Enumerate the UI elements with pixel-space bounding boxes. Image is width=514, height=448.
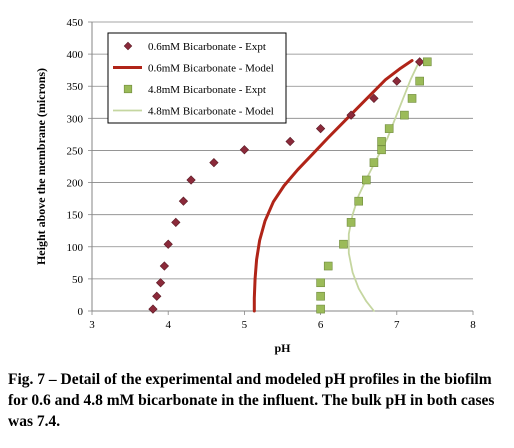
y-tick-label: 150: [67, 210, 84, 222]
data-point-square: [422, 57, 432, 67]
legend-key-square: [123, 84, 133, 94]
y-tick-label: 200: [67, 178, 84, 190]
data-point-square: [407, 94, 417, 103]
y-tick-label: 300: [67, 113, 84, 125]
data-point-diamond: [152, 291, 162, 301]
x-tick-label: 6: [318, 319, 324, 331]
series-line-2: [347, 59, 421, 312]
y-tick-label: 0: [78, 306, 84, 318]
data-point-diamond: [159, 261, 170, 271]
data-point-diamond: [285, 136, 295, 147]
x-tick-label: 5: [242, 319, 248, 331]
data-point-square: [384, 124, 394, 133]
y-tick-label: 350: [67, 81, 84, 93]
legend-label: 0.6mM Bicarbonate - Model: [148, 63, 274, 75]
data-point-square: [323, 261, 333, 271]
data-point-square: [339, 239, 348, 249]
legend-label: 4.8mM Bicarbonate - Model: [148, 106, 274, 118]
x-tick-label: 4: [165, 319, 171, 331]
data-point-square: [377, 137, 386, 146]
data-point-square: [362, 175, 371, 185]
y-axis-title: Height above the membrane (microns): [34, 68, 48, 265]
y-tick-label: 50: [72, 274, 84, 286]
data-point-square: [316, 291, 325, 301]
y-tick-label: 250: [67, 145, 84, 157]
data-point-square: [354, 196, 364, 206]
y-tick-label: 400: [67, 49, 84, 61]
data-point-square: [369, 158, 379, 167]
data-point-diamond: [415, 57, 425, 67]
x-axis-title: pH: [274, 341, 291, 355]
series-line-1: [252, 59, 414, 313]
data-point-square: [415, 76, 424, 86]
x-tick-label: 3: [89, 319, 95, 331]
data-point-diamond: [346, 110, 356, 120]
figure-caption: Fig. 7 – Detail of the experimental and …: [8, 371, 495, 430]
legend-box: [107, 32, 287, 124]
y-tick-label: 100: [67, 242, 84, 254]
legend-label: 4.8mM Bicarbonate - Expt: [148, 84, 266, 96]
y-tick-label: 450: [67, 17, 84, 29]
data-point-diamond: [239, 145, 250, 155]
axes: 0 50 100 150 200 250 300 350 400 450 3 4 5 6 7 8: [67, 17, 477, 331]
data-point-diamond: [163, 239, 173, 249]
data-series: [148, 57, 432, 314]
x-tick-label: 7: [394, 319, 400, 331]
data-point-square: [316, 278, 325, 288]
data-point-diamond: [369, 93, 379, 104]
legend-label: 0.6mM Bicarbonate - Expt: [148, 41, 266, 53]
data-point-square: [377, 145, 386, 155]
ph-profile-chart: 0 50 100 150 200 250 300 350 400 450 3 4 5 6 7 8 0.6mM …: [34, 17, 477, 355]
data-point-diamond: [392, 76, 402, 86]
data-point-diamond: [315, 123, 326, 134]
x-tick-label: 8: [470, 319, 476, 331]
data-point-square: [316, 304, 325, 314]
data-point-diamond: [209, 158, 219, 168]
data-point-square: [400, 110, 409, 120]
data-point-diamond: [178, 196, 189, 206]
legend: 0.6mM Bicarbonate - Expt 0.6mM Bicarbonat…: [107, 32, 287, 124]
data-point-diamond: [148, 304, 158, 314]
data-point-diamond: [155, 278, 166, 288]
data-point-diamond: [171, 217, 181, 227]
data-point-diamond: [186, 175, 196, 185]
data-point-square: [346, 218, 356, 227]
legend-key-diamond: [123, 41, 133, 51]
